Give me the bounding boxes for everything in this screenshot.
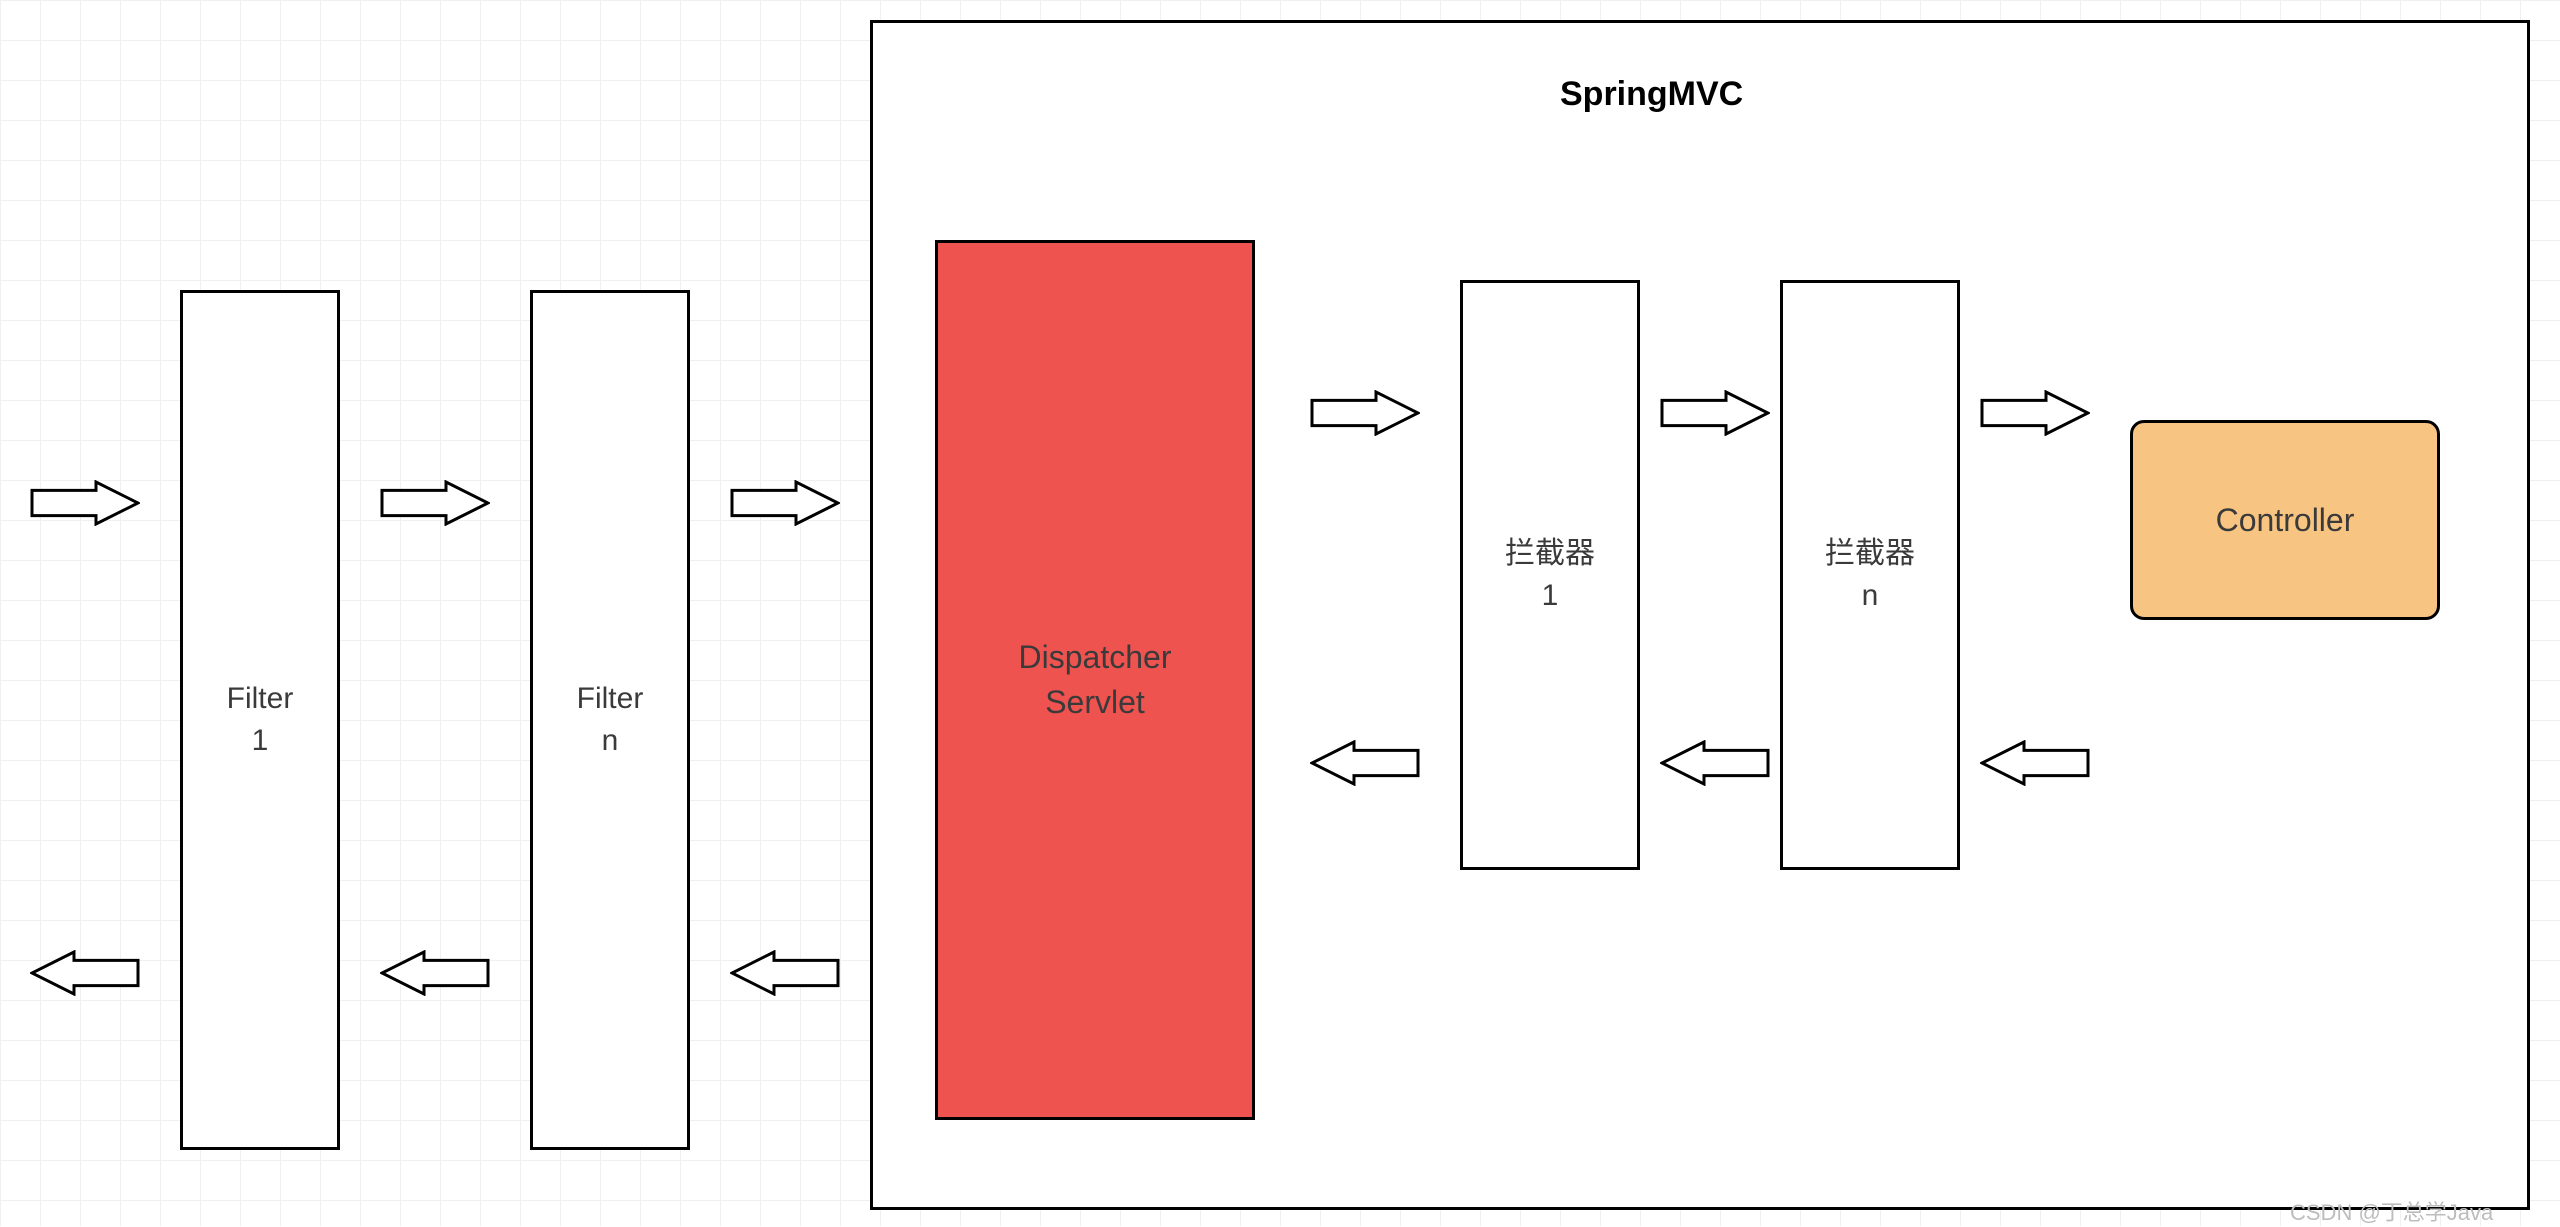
dispatcher-servlet-box: Dispatcher Servlet: [935, 240, 1255, 1120]
arrow-left-icon: [730, 950, 840, 996]
arrow-left-icon: [30, 950, 140, 996]
arrow-left-icon: [1660, 740, 1770, 786]
interceptor-1-box: 拦截器 1: [1460, 280, 1640, 870]
arrow-right-icon: [380, 480, 490, 526]
interceptor-1-label: 拦截器 1: [1505, 533, 1595, 617]
arrow-left-icon: [1980, 740, 2090, 786]
controller-box: Controller: [2130, 420, 2440, 620]
filter-1-box: Filter 1: [180, 290, 340, 1150]
arrow-right-icon: [1310, 390, 1420, 436]
arrow-right-icon: [730, 480, 840, 526]
filter-n-box: Filter n: [530, 290, 690, 1150]
arrow-left-icon: [380, 950, 490, 996]
interceptor-n-box: 拦截器 n: [1780, 280, 1960, 870]
controller-label: Controller: [2216, 498, 2355, 543]
arrow-left-icon: [1310, 740, 1420, 786]
arrow-right-icon: [1980, 390, 2090, 436]
interceptor-n-label: 拦截器 n: [1825, 533, 1915, 617]
springmvc-title: SpringMVC: [1560, 75, 1743, 114]
filter-1-label: Filter 1: [227, 678, 294, 762]
filter-n-label: Filter n: [577, 678, 644, 762]
arrow-right-icon: [30, 480, 140, 526]
dispatcher-servlet-label: Dispatcher Servlet: [1019, 635, 1172, 725]
arrow-right-icon: [1660, 390, 1770, 436]
watermark-text: CSDN @丁总学Java: [2290, 1195, 2493, 1227]
